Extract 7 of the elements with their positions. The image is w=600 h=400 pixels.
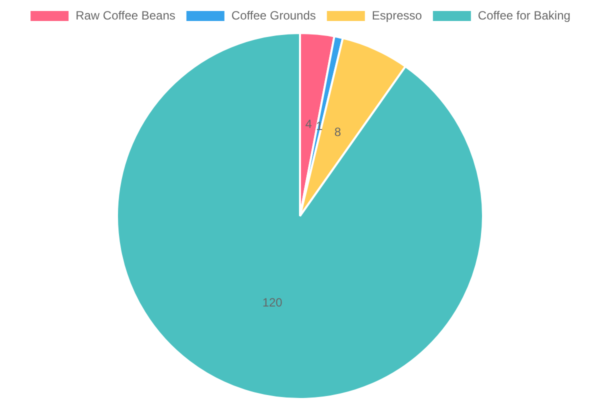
legend-label: Raw Coffee Beans: [76, 8, 176, 22]
data-label: 4: [305, 117, 312, 132]
legend-label: Coffee Grounds: [231, 8, 316, 22]
legend-label: Coffee for Baking: [478, 8, 570, 22]
data-label: 8: [334, 124, 342, 139]
legend-label: Espresso: [372, 8, 422, 22]
data-label: 120: [262, 296, 283, 310]
